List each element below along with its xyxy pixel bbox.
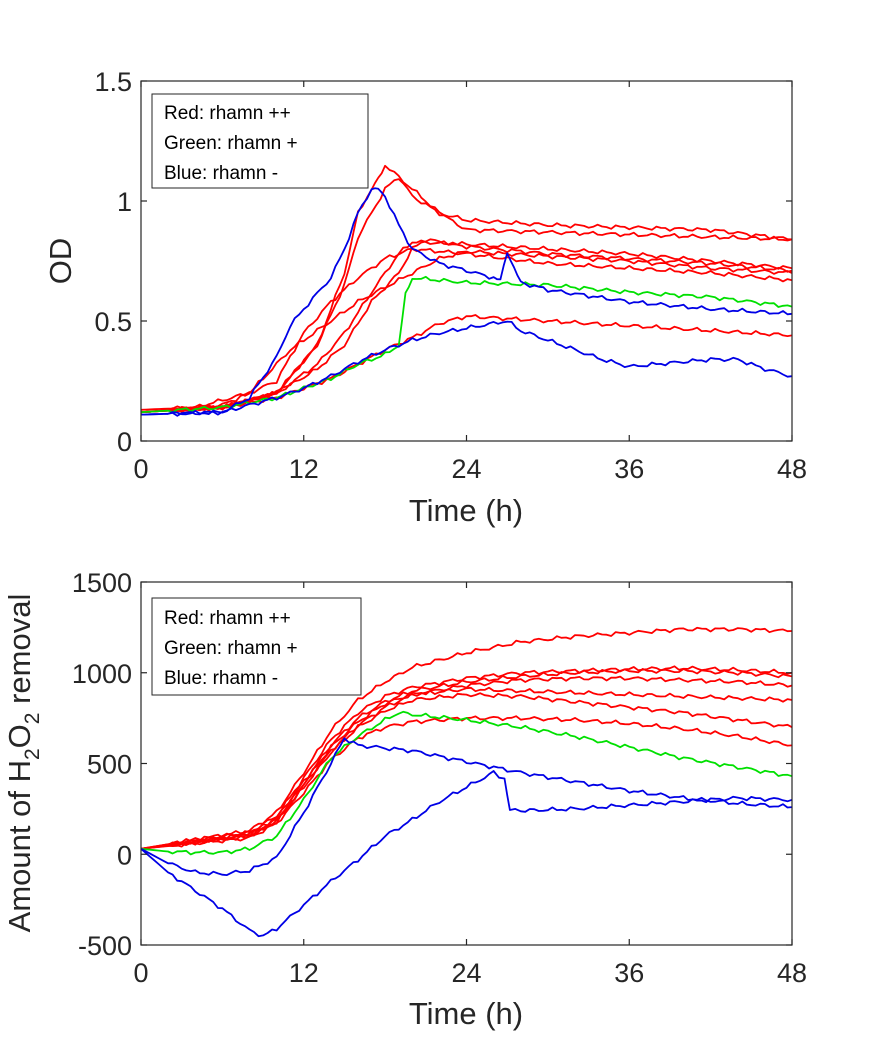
od-series-layer — [140, 164, 793, 417]
h2o2-x-axis-title: Time (h) — [409, 996, 523, 1031]
od-series-red-4 — [140, 247, 793, 414]
od-x-tick-label: 0 — [133, 454, 148, 484]
h2o2-x-tick-label: 0 — [133, 958, 148, 988]
od-legend-entry-red: Red: rhamn ++ — [164, 103, 291, 124]
h2o2-axes-layer — [140, 581, 793, 946]
h2o2-y-axis-title: Amount of H2O2 removal — [2, 594, 44, 933]
od-legend-entry-green: Green: rhamn + — [164, 133, 298, 154]
od-y-tick-label: 0 — [117, 427, 132, 457]
h2o2-series-blue-9 — [140, 770, 793, 938]
h2o2-series-red-0 — [140, 626, 793, 850]
h2o2-y-tick-label: 500 — [87, 750, 132, 780]
od-legend-box — [151, 93, 369, 189]
h2o2-x-tick-label: 24 — [451, 958, 481, 988]
h2o2-legend-box — [151, 597, 362, 696]
h2o2-series-blue-8 — [140, 737, 793, 876]
h2o2-series-red-4 — [140, 686, 793, 850]
od-series-red-2 — [140, 239, 793, 414]
od-series-red-5 — [140, 249, 793, 411]
h2o2-series-green-7 — [140, 710, 793, 856]
h2o2-y-title-part-1: Amount of H — [2, 760, 37, 932]
od-series-red-6 — [140, 314, 793, 414]
od-x-tick-label: 12 — [289, 454, 319, 484]
od-tick-labels: 0 12 24 36 48 0 0.5 1 1.5 — [94, 67, 807, 484]
h2o2-y-title-sub-1: 2 — [21, 748, 44, 760]
h2o2-y-tick-label: 0 — [117, 840, 132, 870]
h2o2-legend: Red: rhamn ++ Green: rhamn + Blue: rhamn… — [151, 597, 362, 696]
h2o2-legend-entry-green: Green: rhamn + — [164, 638, 298, 659]
h2o2-y-tick-label: 1000 — [72, 659, 132, 689]
h2o2-series-layer — [140, 626, 793, 938]
h2o2-y-tick-label: 1500 — [72, 568, 132, 598]
h2o2-legend-entry-blue: Blue: rhamn - — [164, 668, 278, 689]
h2o2-legend-entry-red: Red: rhamn ++ — [164, 608, 291, 629]
od-legend-entry-blue: Blue: rhamn - — [164, 163, 278, 184]
h2o2-x-tick-label: 36 — [614, 958, 644, 988]
od-chart: 0 12 24 36 48 0 0.5 1 1.5 Time (h) OD Red: rhamn… — [43, 67, 807, 528]
od-y-tick-label: 0.5 — [94, 307, 132, 337]
h2o2-y-tick-label: -500 — [78, 931, 132, 961]
od-y-tick-label: 1 — [117, 187, 132, 217]
h2o2-y-title-part-3: removal — [2, 594, 37, 713]
od-x-tick-label: 48 — [777, 454, 807, 484]
od-series-blue-9 — [140, 320, 793, 417]
od-y-tick-label: 1.5 — [94, 67, 132, 97]
h2o2-x-tick-label: 12 — [289, 958, 319, 988]
h2o2-y-title-part-2: O — [2, 724, 37, 748]
od-axes-layer — [140, 80, 793, 442]
od-x-tick-label: 24 — [451, 454, 481, 484]
od-x-tick-label: 36 — [614, 454, 644, 484]
od-y-axis-title: OD — [43, 238, 78, 285]
od-legend: Red: rhamn ++ Green: rhamn + Blue: rhamn… — [151, 93, 369, 189]
h2o2-x-tick-label: 48 — [777, 958, 807, 988]
od-x-axis-title: Time (h) — [409, 493, 523, 528]
h2o2-y-title-sub-2: 2 — [21, 713, 44, 725]
od-series-blue-8 — [140, 187, 793, 416]
